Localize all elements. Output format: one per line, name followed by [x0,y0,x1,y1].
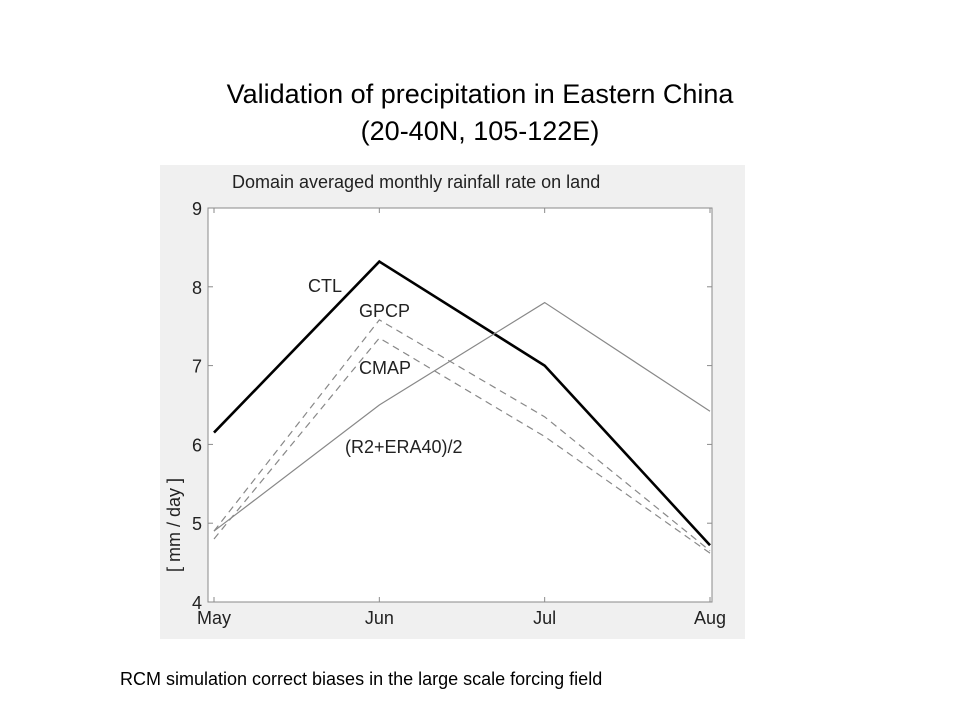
series-line-gpcp [213,319,711,552]
plot-area [207,207,713,603]
x-tick-label: Aug [694,608,726,628]
y-tick-label: 9 [192,199,202,219]
series-line-ctl [213,259,711,547]
y-tick-label: 6 [192,435,202,455]
line-chart: Domain averaged monthly rainfall rate on… [164,172,726,628]
x-tick-label: Jul [533,608,556,628]
y-axis-label: [ mm / day ] [164,478,184,572]
x-tick-label: May [197,608,231,628]
series-lines [213,259,711,554]
series-label: (R2+ERA40)/2 [345,437,463,457]
series-label: GPCP [359,301,410,321]
y-tick-label: 5 [192,514,202,534]
series-line-r2-era40-2 [213,301,711,532]
series-label: CMAP [359,358,411,378]
figure-panel: Domain averaged monthly rainfall rate on… [160,165,745,639]
axis-ticks: 4 5 6 7 8 9 May Jun Jul Aug [192,199,726,628]
series-labels: CTL GPCP CMAP (R2+ERA40)/2 [308,276,463,457]
series-label: CTL [308,276,342,296]
series-line-cmap [213,337,711,554]
y-tick-label: 8 [192,278,202,298]
x-tick-label: Jun [365,608,394,628]
slide-title-line2: (20-40N, 105-122E) [360,116,600,146]
caption: RCM simulation correct biases in the lar… [120,669,603,689]
slide-title-line1: Validation of precipitation in Eastern C… [226,79,734,109]
slide-title: Validation of precipitation in Eastern C… [0,76,960,150]
y-tick-label: 4 [192,593,202,613]
y-tick-label: 7 [192,357,202,377]
chart-title: Domain averaged monthly rainfall rate on… [232,172,600,192]
